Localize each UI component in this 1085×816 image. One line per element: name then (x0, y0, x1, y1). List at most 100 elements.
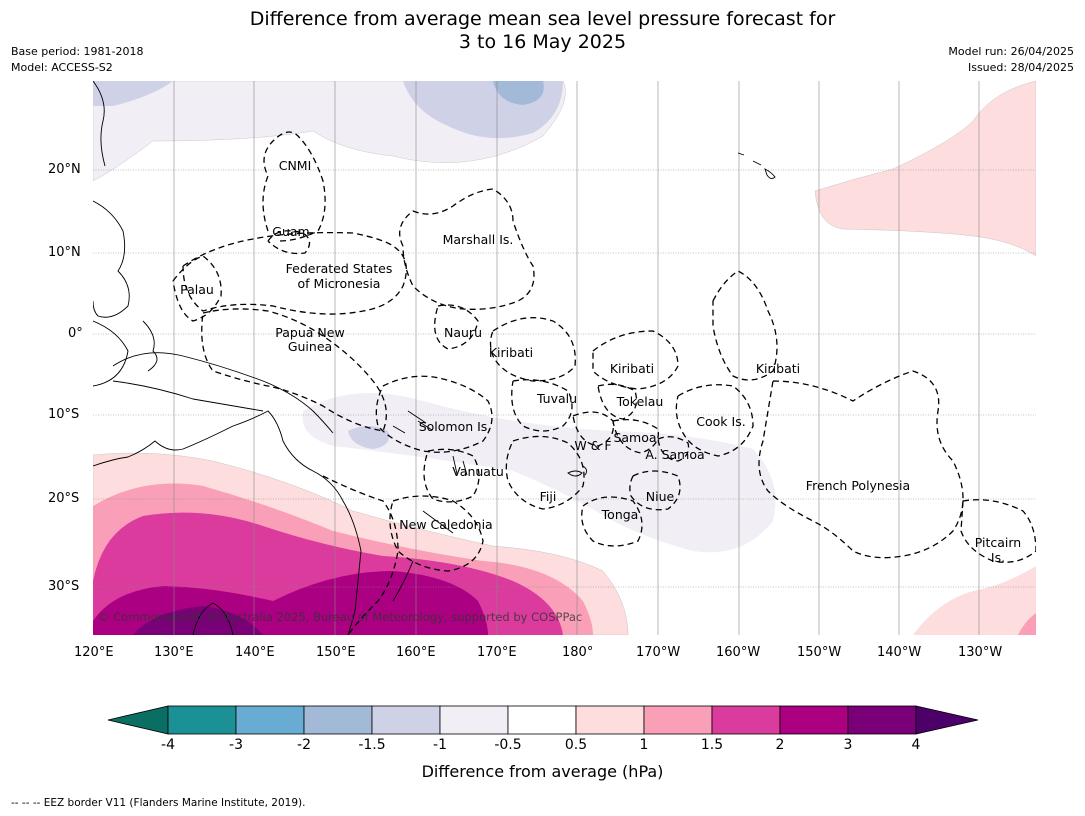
lon-label-160e: 160°E (396, 645, 436, 660)
label-kiribati-line: Kiribati (756, 361, 800, 376)
lon-label-130w: 130°W (958, 645, 1003, 660)
label-palau: Palau (180, 282, 214, 297)
colorbar-swatch-11 (847, 705, 917, 735)
vanuatu-islands (452, 455, 468, 476)
label-samoa: Samoa (613, 430, 656, 445)
eez-tonga (581, 496, 643, 547)
place-labels: CNMI Guam Marshall Is. Palau Federated S… (180, 158, 1021, 565)
australia-coast (93, 410, 362, 635)
shade-plus-one-se (1018, 613, 1036, 635)
colorbar-label: Difference from average (hPa) (421, 762, 664, 781)
label-american-samoa: A. Samoa (645, 447, 704, 462)
eez-new-caledonia (389, 495, 484, 572)
eez-cnmi (262, 131, 326, 242)
label-solomon-is: Solomon Is. (419, 419, 492, 434)
chart-title-line1: Difference from average mean sea level p… (249, 8, 836, 30)
eez-tuvalu (511, 379, 573, 432)
label-pitcairn-line1: Pitcairn (975, 535, 1021, 550)
lon-label-170e: 170°E (477, 645, 517, 660)
label-png-line2: Guinea (288, 339, 332, 354)
label-marshall-is: Marshall Is. (443, 232, 514, 247)
colorbar-high-extend (915, 705, 979, 735)
colorbar-swatch-9 (711, 705, 781, 735)
label-fsm-line2: of Micronesia (298, 276, 381, 291)
colorbar-swatch-2 (235, 705, 305, 735)
eez-fsm (182, 231, 407, 315)
label-french-polynesia: French Polynesia (806, 478, 910, 493)
colorbar-tick: -3 (229, 737, 243, 753)
label-wallis-futuna: W & F (574, 438, 611, 453)
colorbar-tick: 0.5 (564, 737, 588, 753)
shade-plus-half-se (913, 566, 1036, 635)
eez-samoa (612, 418, 660, 454)
eez-french-polynesia (758, 370, 964, 559)
lon-label-150w: 150°W (797, 645, 842, 660)
lon-label-120e: 120°E (74, 645, 114, 660)
colorbar-tick: 2 (775, 737, 785, 753)
label-png-line1: Papua New (275, 325, 344, 340)
fiji-islands (567, 465, 588, 477)
colorbar-tick: -1 (433, 737, 447, 753)
colorbar-swatch-6 (507, 705, 577, 735)
colorbar-swatch-7 (575, 705, 645, 735)
eez-palau (172, 255, 222, 322)
lat-label-20s: 20°S (48, 491, 80, 506)
colorbar-tick: 3 (843, 737, 853, 753)
shade-plus-half-ne (814, 81, 1036, 257)
base-period-text: Base period: 1981-2018 (11, 45, 144, 58)
label-fsm-line1: Federated States (286, 261, 393, 276)
lat-label-0: 0° (68, 326, 83, 341)
model-run-text: Model run: 26/04/2025 (948, 45, 1074, 58)
lon-label-170w: 170°W (636, 645, 681, 660)
colorbar-tick: 4 (911, 737, 921, 753)
label-nauru: Nauru (444, 325, 482, 340)
label-kiribati-phoenix: Kiribati (610, 361, 654, 376)
lon-label-140e: 140°E (235, 645, 275, 660)
label-kiribati-west: Kiribati (489, 345, 533, 360)
eez-kiribati-west (489, 317, 576, 382)
eez-niue (629, 470, 681, 511)
colorbar-swatch-3 (303, 705, 373, 735)
eez-marshall (399, 188, 535, 310)
lon-label-160w: 160°W (716, 645, 761, 660)
issued-text: Issued: 28/04/2025 (967, 61, 1074, 74)
chart-title-line2: 3 to 16 May 2025 (458, 31, 627, 53)
label-cook-is: Cook Is. (696, 414, 745, 429)
australia-gulf (192, 602, 234, 635)
eez-kiribati-line (712, 270, 778, 381)
colorbar-tick: -1.5 (358, 737, 386, 753)
graticule (93, 81, 1036, 635)
philippines-coast (93, 200, 130, 318)
eez-wallis-futuna (572, 411, 615, 447)
new-guinea-coast (112, 352, 334, 434)
label-tokelau: Tokelau (616, 394, 664, 409)
hawaii-islands (737, 152, 776, 180)
eez-vanuatu (423, 448, 480, 503)
eez-pitcairn (960, 499, 1036, 563)
lat-label-10n: 10°N (48, 245, 81, 260)
eez-cook (675, 384, 754, 457)
lat-label-30s: 30°S (48, 579, 80, 594)
colorbar-tick: 1.5 (700, 737, 724, 753)
colorbar (107, 705, 979, 735)
lat-label-20n: 20°N (48, 162, 81, 177)
colorbar-tick: -2 (297, 737, 311, 753)
label-cnmi: CNMI (279, 158, 312, 173)
eez-guam (267, 230, 311, 255)
label-tuvalu: Tuvalu (536, 391, 577, 406)
label-guam: Guam (272, 224, 309, 239)
coastlines (93, 81, 776, 635)
label-tonga: Tonga (601, 507, 639, 522)
eez-australia-east (322, 475, 399, 635)
colorbar-tick: 1 (639, 737, 649, 753)
colorbar-tick: -4 (161, 737, 175, 753)
colorbar-swatch-8 (643, 705, 713, 735)
shade-minus-one-north (93, 81, 563, 139)
lon-label-180: 180° (562, 645, 594, 660)
label-fiji: Fiji (540, 489, 557, 504)
eez-nauru (434, 304, 479, 350)
lon-label-130e: 130°E (154, 645, 194, 660)
new-caledonia-island (422, 510, 454, 534)
colorbar-swatch-10 (779, 705, 849, 735)
lon-label-140w: 140°W (877, 645, 922, 660)
